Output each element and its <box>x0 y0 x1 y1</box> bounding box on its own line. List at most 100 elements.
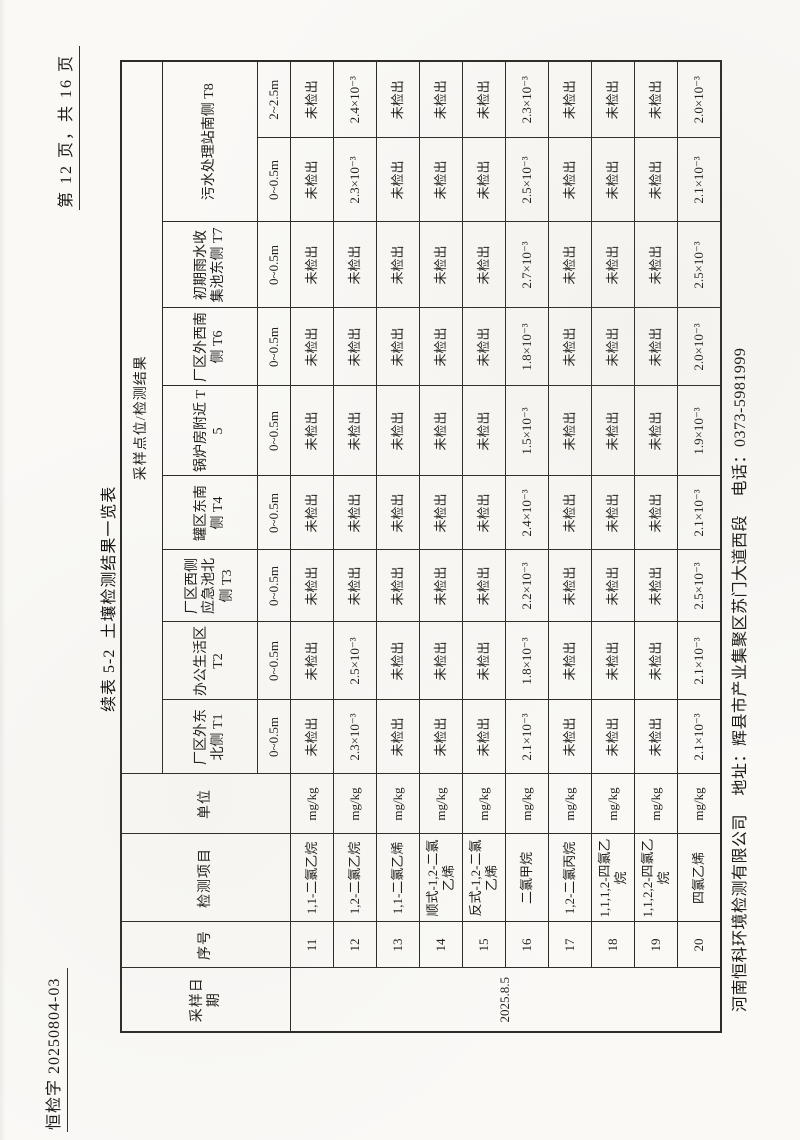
test-item-cell: 顺式-1,2-二氯乙烯 <box>419 834 463 922</box>
result-cell-c3: 2.5×10⁻³ <box>677 550 721 622</box>
result-cell-c2: 2.5×10⁻³ <box>333 622 377 700</box>
result-cell-c2: 未检出 <box>591 622 635 700</box>
unit-cell: mg/kg <box>634 774 678 834</box>
result-cell-c8: 未检出 <box>462 138 506 222</box>
serial-no-cell: 11 <box>290 922 334 968</box>
table-row-19: 19 1,1,2,2-四氯乙烷 mg/kg 未检出 未检出 未检出 未检出 未检出 未检出 未检出… <box>634 60 678 1032</box>
test-item-cell: 1,1-二氯乙烷 <box>290 834 334 922</box>
result-cell-c4: 未检出 <box>548 476 592 550</box>
result-cell-c6: 未检出 <box>333 308 377 386</box>
result-cell-c2: 未检出 <box>462 622 506 700</box>
serial-no-cell: 13 <box>376 922 420 968</box>
result-cell-c3: 未检出 <box>462 550 506 622</box>
result-cell-c1: 2.1×10⁻³ <box>505 700 549 774</box>
serial-no-cell: 19 <box>634 922 678 968</box>
result-cell-c7: 未检出 <box>634 222 678 308</box>
test-item-cell: 1,2-二氯乙烷 <box>333 834 377 922</box>
header-sample-date: 采样日期 <box>121 968 291 1032</box>
result-cell-c5: 1.5×10⁻³ <box>505 386 549 476</box>
footer: 河南恒科环境检测有限公司 地址：辉县市产业集聚区苏门大道西段 电话：0373-5… <box>726 112 750 1012</box>
result-cell-c4: 未检出 <box>634 476 678 550</box>
result-cell-c8: 未检出 <box>634 138 678 222</box>
result-cell-c1: 未检出 <box>419 700 463 774</box>
footer-address: 地址：辉县市产业集聚区苏门大道西段 <box>732 514 749 796</box>
result-cell-c9: 2.3×10⁻³ <box>505 60 549 138</box>
depth-header-t5-1: 0~0.5m <box>257 386 291 476</box>
result-cell-c6: 未检出 <box>548 308 592 386</box>
result-cell-c7: 未检出 <box>333 222 377 308</box>
table-row-15: 15 反式-1,2-二氯乙烯 mg/kg 未检出 未检出 未检出 未检出 未检出 未检出 未检出未… <box>462 60 506 1032</box>
header-serial-no: 序号 <box>121 922 291 968</box>
result-cell-c8: 2.5×10⁻³ <box>505 138 549 222</box>
point-header-t2: 办公生活区 T2 <box>162 622 258 700</box>
result-cell-c1: 未检出 <box>548 700 592 774</box>
result-cell-c8: 未检出 <box>376 138 420 222</box>
result-cell-c8: 未检出 <box>548 138 592 222</box>
point-header-t5: 锅炉房附近 T5 <box>162 386 258 476</box>
point-header-t1: 厂区外东北侧 T1 <box>162 700 258 774</box>
table-row-11: 2025.8.5 11 1,1-二氯乙烷 mg/kg 未检出 未检出 未检出 未检出 未检出 未检… <box>290 60 721 1032</box>
result-cell-c6: 2.0×10⁻³ <box>677 308 721 386</box>
result-cell-c9: 2.0×10⁻³ <box>677 60 721 138</box>
depth-header-t1-1: 0~0.5m <box>257 700 291 774</box>
serial-no-cell: 14 <box>419 922 463 968</box>
result-cell-c5: 未检出 <box>462 386 506 476</box>
footer-company: 河南恒科环境检测有限公司 <box>732 813 749 1012</box>
result-cell-c6: 未检出 <box>591 308 635 386</box>
result-cell-c4: 未检出 <box>419 476 463 550</box>
serial-no-cell: 12 <box>333 922 377 968</box>
result-cell-c9: 未检出 <box>462 60 506 138</box>
result-cell-c7: 2.7×10⁻³ <box>505 222 549 308</box>
result-cell-c9: 未检出 <box>290 60 334 138</box>
serial-no-cell: 15 <box>462 922 506 968</box>
result-cell-c3: 2.2×10⁻³ <box>505 550 549 622</box>
unit-cell: mg/kg <box>419 774 463 834</box>
result-cell-c5: 1.9×10⁻³ <box>677 386 721 476</box>
unit-cell: mg/kg <box>505 774 549 834</box>
result-cell-c3: 未检出 <box>333 550 377 622</box>
unit-cell: mg/kg <box>290 774 334 834</box>
test-item-cell: 1,1,1,2-四氯乙烷 <box>591 834 635 922</box>
result-cell-c1: 2.1×10⁻³ <box>677 700 721 774</box>
result-cell-c4: 未检出 <box>376 476 420 550</box>
result-cell-c7: 2.5×10⁻³ <box>677 222 721 308</box>
depth-header-t8-2: 2~2.5m <box>257 60 291 138</box>
result-cell-c7: 未检出 <box>591 222 635 308</box>
result-cell-c9: 未检出 <box>376 60 420 138</box>
result-cell-c2: 未检出 <box>290 622 334 700</box>
depth-header-t4-1: 0~0.5m <box>257 476 291 550</box>
result-cell-c5: 未检出 <box>591 386 635 476</box>
result-cell-c9: 2.4×10⁻³ <box>333 60 377 138</box>
depth-header-t3-1: 0~0.5m <box>257 550 291 622</box>
footer-phone: 电话：0373-5981999 <box>732 347 749 497</box>
table-row-16: 16 二氯甲烷 mg/kg 2.1×10⁻³ 1.8×10⁻³ 2.2×10⁻³ 2.4×1… <box>505 60 549 1032</box>
page-number: 第 12 页，共 16 页 <box>52 45 80 210</box>
result-cell-c2: 2.1×10⁻³ <box>677 622 721 700</box>
result-cell-c2: 未检出 <box>634 622 678 700</box>
table-row-17: 17 1,2-二氯丙烷 mg/kg 未检出 未检出 未检出 未检出 未检出 未检出 未检出 未检出未… <box>548 60 592 1032</box>
depth-header-t7-1: 0~0.5m <box>257 222 291 308</box>
table-row-20: 20 四氯乙烯 mg/kg 2.1×10⁻³ 2.1×10⁻³ 2.5×10⁻³ 2.1×1… <box>677 60 721 1032</box>
result-cell-c1: 未检出 <box>591 700 635 774</box>
result-cell-c8: 未检出 <box>290 138 334 222</box>
result-cell-c3: 未检出 <box>419 550 463 622</box>
result-cell-c6: 未检出 <box>376 308 420 386</box>
unit-cell: mg/kg <box>333 774 377 834</box>
result-cell-c5: 未检出 <box>419 386 463 476</box>
point-header-t6: 厂区外西南侧 T6 <box>162 308 258 386</box>
result-cell-c7: 未检出 <box>290 222 334 308</box>
unit-cell: mg/kg <box>591 774 635 834</box>
result-cell-c7: 未检出 <box>419 222 463 308</box>
result-cell-c4: 2.1×10⁻³ <box>677 476 721 550</box>
result-cell-c7: 未检出 <box>376 222 420 308</box>
result-cell-c3: 未检出 <box>376 550 420 622</box>
table-row-14: 14 顺式-1,2-二氯乙烯 mg/kg 未检出 未检出 未检出 未检出 未检出 未检出 未检出未… <box>419 60 463 1032</box>
result-cell-c8: 2.1×10⁻³ <box>677 138 721 222</box>
result-cell-c8: 2.3×10⁻³ <box>333 138 377 222</box>
result-cell-c1: 未检出 <box>290 700 334 774</box>
test-item-cell: 1,2-二氯丙烷 <box>548 834 592 922</box>
test-item-cell: 1,1,2,2-四氯乙烷 <box>634 834 678 922</box>
test-item-cell: 四氯乙烯 <box>677 834 721 922</box>
soil-results-table: 采样日期 序号 检测项目 单位 采样点位/检测结果 厂区外东北侧 T1 办公生活区… <box>120 59 722 1033</box>
